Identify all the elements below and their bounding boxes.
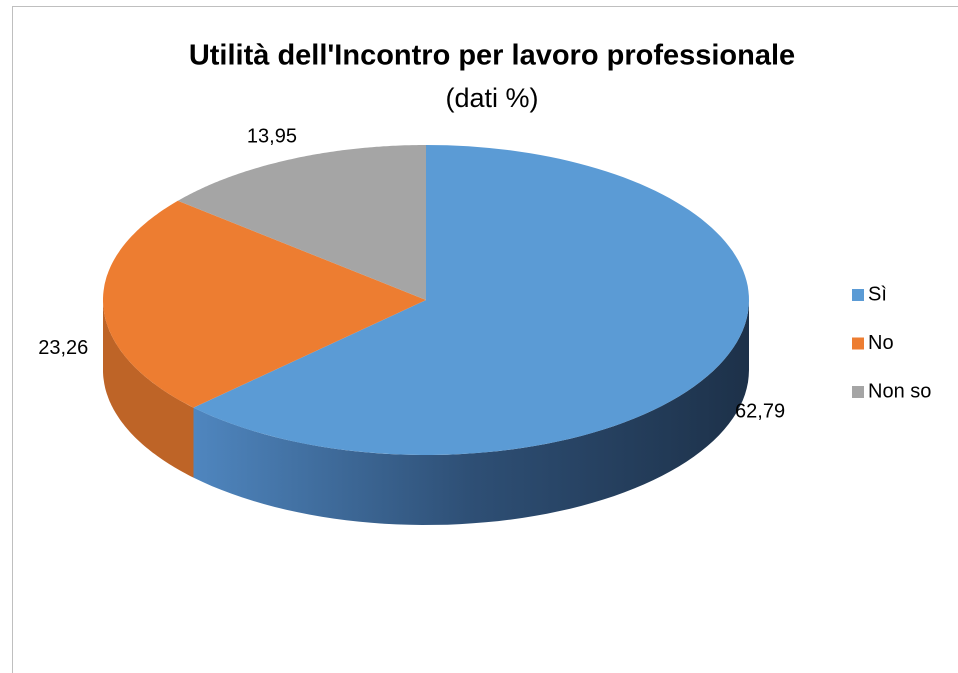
- legend-label: Non so: [868, 380, 931, 402]
- slice: [103, 200, 426, 408]
- legend-label: No: [868, 332, 894, 354]
- chart-subtitle: (dati %): [445, 83, 538, 113]
- legend-label: Sì: [868, 283, 887, 305]
- legend-swatch: [852, 386, 864, 398]
- data-label: 13,95: [247, 125, 297, 147]
- legend-swatch: [852, 289, 864, 301]
- legend-swatch: [852, 337, 864, 350]
- slice-side: [193, 300, 749, 525]
- chart-title: Utilità dell'Incontro per lavoro profess…: [189, 40, 795, 72]
- slice: [193, 145, 749, 455]
- data-label: 62,79: [735, 401, 785, 423]
- data-label: 23,26: [38, 337, 88, 359]
- slice: [177, 145, 426, 300]
- slice-side: [103, 300, 194, 478]
